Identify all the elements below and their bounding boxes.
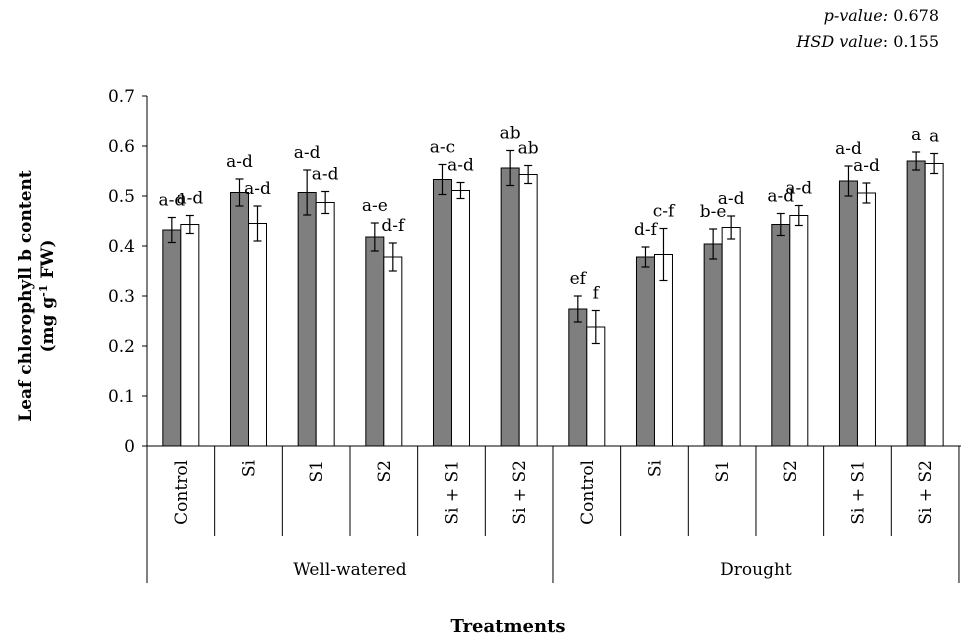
significance-letter: a-d bbox=[226, 152, 253, 172]
bar-light bbox=[653, 254, 673, 447]
significance-letter: a-d bbox=[176, 189, 203, 209]
bar-light bbox=[518, 174, 538, 447]
significance-letter: a-d bbox=[718, 189, 745, 209]
y-tick-label: 0 bbox=[124, 437, 135, 457]
significance-letter: a-d bbox=[312, 165, 339, 185]
significance-letter: a bbox=[929, 127, 939, 147]
bar-light bbox=[180, 224, 200, 447]
bar-dark bbox=[365, 236, 385, 447]
bar-light bbox=[721, 227, 741, 447]
y-tick-label: 0.1 bbox=[108, 387, 135, 407]
significance-letter: a-d bbox=[244, 179, 271, 199]
significance-letter: a-d bbox=[835, 139, 862, 159]
significance-letter: a-d bbox=[294, 143, 321, 163]
y-tick-label: 0.6 bbox=[108, 137, 135, 157]
bar-light bbox=[856, 192, 876, 447]
bar-dark bbox=[229, 192, 249, 447]
significance-letter: a-e bbox=[362, 196, 388, 216]
significance-letter: d-f bbox=[381, 216, 406, 236]
hsd-annotation: HSD value: 0.155 bbox=[796, 32, 939, 51]
bar-dark bbox=[500, 167, 520, 447]
x-category-label: Si + S1 bbox=[442, 460, 462, 525]
x-category-label: S1 bbox=[713, 460, 733, 482]
bar-light bbox=[924, 163, 944, 447]
p-value: 0.678 bbox=[893, 6, 939, 25]
significance-letter: a-c bbox=[430, 138, 455, 158]
significance-letter: ab bbox=[518, 139, 539, 159]
significance-letter: ef bbox=[570, 269, 588, 289]
significance-letter: a bbox=[911, 125, 921, 145]
significance-letter: a-d bbox=[853, 156, 880, 176]
y-axis-title-line2: (mg g-1 FW) bbox=[37, 239, 59, 352]
hsd-value: : 0.155 bbox=[882, 32, 939, 51]
x-category-label: Si bbox=[239, 459, 259, 477]
x-category-label: Si + S1 bbox=[848, 460, 868, 525]
p-value-label: p-value: bbox=[823, 6, 889, 25]
bar-dark bbox=[162, 229, 182, 447]
p-value-annotation: p-value: 0.678 bbox=[824, 6, 939, 25]
significance-letter: c-f bbox=[653, 202, 676, 222]
y-tick-label: 0.3 bbox=[108, 287, 135, 307]
x-category-label: Si + S2 bbox=[916, 460, 936, 525]
significance-letter: b-e bbox=[700, 202, 727, 222]
significance-letter: f bbox=[593, 284, 601, 304]
x-category-label: Si bbox=[645, 459, 665, 477]
bar-dark bbox=[568, 308, 588, 447]
bar-dark bbox=[838, 180, 858, 447]
significance-letter: a-d bbox=[785, 179, 812, 199]
bar-dark bbox=[297, 192, 317, 447]
x-category-label: S2 bbox=[781, 460, 801, 482]
bar-light bbox=[450, 190, 470, 447]
y-tick-label: 0.7 bbox=[108, 87, 135, 107]
y-tick-label: 0.5 bbox=[108, 187, 135, 207]
bar-light bbox=[789, 215, 809, 447]
x-axis-title: Treatments bbox=[450, 616, 565, 637]
bar-dark bbox=[635, 256, 655, 447]
x-category-label: Control bbox=[578, 460, 598, 525]
x-category-label: Si + S2 bbox=[510, 460, 530, 525]
y-tick-label: 0.4 bbox=[108, 237, 135, 257]
y-axis-title-line1: Leaf chlorophyll b content bbox=[16, 170, 36, 422]
bar-dark bbox=[432, 179, 452, 447]
bar-light bbox=[383, 256, 403, 447]
bar-dark bbox=[771, 224, 791, 447]
x-category-label: Control bbox=[172, 460, 192, 525]
x-category-label: S2 bbox=[375, 460, 395, 482]
bar-light bbox=[247, 223, 267, 447]
hsd-label: HSD value bbox=[796, 32, 883, 51]
bar-dark bbox=[703, 243, 723, 447]
significance-letter: a-d bbox=[447, 156, 474, 176]
x-group-label: Well-watered bbox=[293, 560, 407, 580]
significance-letter: ab bbox=[500, 124, 521, 144]
y-tick-label: 0.2 bbox=[108, 337, 135, 357]
bar-light bbox=[586, 326, 606, 447]
bar-dark bbox=[906, 160, 926, 447]
x-category-label: S1 bbox=[307, 460, 327, 482]
bar-light bbox=[315, 202, 335, 447]
significance-letter: a-d bbox=[767, 187, 794, 207]
significance-letter: d-f bbox=[634, 220, 659, 240]
significance-letter: a-d bbox=[158, 191, 185, 211]
x-group-label: Drought bbox=[720, 560, 792, 580]
